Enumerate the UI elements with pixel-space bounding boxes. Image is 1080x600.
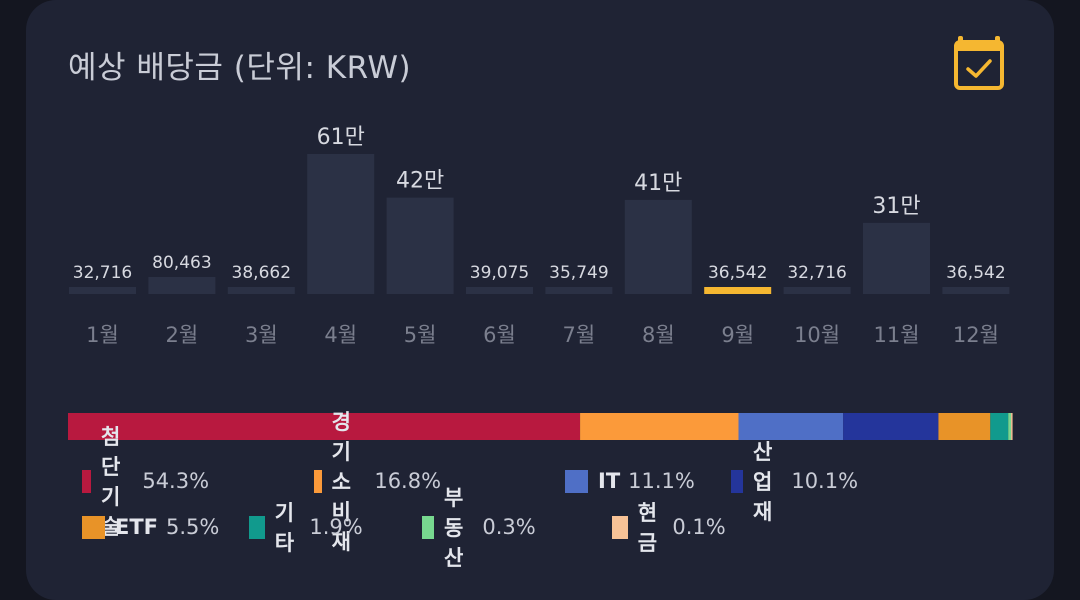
bar-value-label: 31만 bbox=[872, 194, 920, 219]
legend-swatch bbox=[565, 469, 588, 493]
allocation-segment-8[interactable] bbox=[1011, 413, 1013, 440]
bar-value-label: 41만 bbox=[634, 171, 682, 196]
dividend-card: 예상 배당금 (단위: KRW) bbox=[26, 0, 1054, 600]
allocation-stacked-bar bbox=[68, 413, 1013, 440]
legend-name: 경기 소비재 bbox=[331, 410, 351, 554]
legend-name: 기타 bbox=[274, 501, 295, 555]
legend-item: IT 11.1% bbox=[565, 466, 695, 496]
legend-name: IT bbox=[598, 469, 621, 493]
monthly-dividend-chart: 32,716 1월 80,463 2월 38,662 3월 61만 4월 42만 5월 39,075… bbox=[69, 125, 1010, 347]
month-label: 12월 bbox=[953, 323, 999, 347]
month-label: 10월 bbox=[794, 323, 840, 347]
bar-value-label: 61만 bbox=[317, 125, 365, 150]
legend-swatch bbox=[249, 515, 265, 539]
legend-percent: 1.9% bbox=[309, 515, 363, 539]
legend-swatch bbox=[82, 515, 105, 539]
legend-item: 기타 1.9% bbox=[249, 501, 363, 555]
legend-item: 산업재 10.1% bbox=[731, 440, 859, 524]
month-label: 6월 bbox=[483, 323, 516, 347]
allocation-segment-2[interactable] bbox=[580, 413, 739, 440]
legend-name: 부동산 bbox=[444, 486, 464, 570]
month-label: 11월 bbox=[873, 323, 919, 347]
legend-percent: 11.1% bbox=[628, 469, 695, 493]
calendar-check-icon[interactable] bbox=[954, 34, 1004, 90]
allocation-segment-5[interactable] bbox=[938, 413, 991, 440]
card-title: 예상 배당금 (단위: KRW) bbox=[68, 50, 412, 86]
bar-4[interactable] bbox=[307, 154, 375, 294]
month-label: 3월 bbox=[245, 323, 278, 347]
legend-name: 산업재 bbox=[753, 440, 773, 524]
legend-percent: 16.8% bbox=[374, 469, 442, 493]
bar-5[interactable] bbox=[386, 197, 454, 294]
bar-value-label: 32,716 bbox=[787, 263, 846, 283]
bar-11[interactable] bbox=[863, 222, 930, 294]
legend-percent: 0.3% bbox=[482, 515, 536, 539]
bar-3[interactable] bbox=[227, 287, 295, 294]
legend-item: 현금 0.1% bbox=[612, 501, 726, 555]
legend-percent: 54.3% bbox=[142, 469, 210, 493]
allocation-segment-1[interactable] bbox=[68, 413, 581, 440]
month-label: 7월 bbox=[563, 323, 596, 347]
legend-swatch bbox=[82, 469, 92, 493]
legend-swatch bbox=[314, 469, 322, 493]
month-label: 2월 bbox=[166, 323, 199, 347]
month-label: 1월 bbox=[86, 323, 119, 347]
legend-percent: 5.5% bbox=[166, 515, 220, 539]
bar-6[interactable] bbox=[466, 287, 533, 294]
allocation-segment-4[interactable] bbox=[843, 413, 939, 440]
bar-value-label: 35,749 bbox=[549, 263, 608, 283]
bar-value-label: 36,542 bbox=[946, 263, 1005, 283]
bar-8[interactable] bbox=[624, 199, 692, 294]
legend-item: 경기 소비재 16.8% bbox=[314, 410, 442, 554]
legend-item: ETF 5.5% bbox=[82, 512, 219, 542]
legend-percent: 10.1% bbox=[791, 469, 859, 493]
legend-item: 부동산 0.3% bbox=[422, 486, 536, 570]
legend-item: 첨단 기술 54.3% bbox=[82, 425, 210, 539]
legend-percent: 0.1% bbox=[672, 515, 726, 539]
bar-value-label: 39,075 bbox=[470, 263, 529, 283]
month-label: 5월 bbox=[404, 323, 437, 347]
bar-value-label: 42만 bbox=[396, 169, 444, 194]
bar-value-label: 32,716 bbox=[73, 263, 132, 283]
legend-swatch bbox=[612, 515, 628, 539]
legend-swatch bbox=[422, 515, 435, 539]
legend-name: 현금 bbox=[637, 501, 658, 555]
bar-value-label: 80,463 bbox=[152, 253, 211, 273]
allocation-segment-3[interactable] bbox=[738, 413, 844, 440]
bar-value-label: 38,662 bbox=[232, 263, 291, 283]
month-label: 4월 bbox=[324, 323, 357, 347]
bar-2[interactable] bbox=[148, 277, 216, 294]
bar-12[interactable] bbox=[942, 287, 1010, 294]
month-label: 9월 bbox=[721, 323, 754, 347]
allocation-segment-6[interactable] bbox=[990, 413, 1009, 440]
bar-7[interactable] bbox=[545, 287, 613, 294]
legend-name: ETF bbox=[115, 515, 159, 539]
legend-swatch bbox=[731, 469, 744, 493]
bar-1[interactable] bbox=[69, 287, 136, 294]
legend-name: 첨단 기술 bbox=[101, 425, 121, 539]
bar-9[interactable] bbox=[704, 287, 772, 294]
bar-10[interactable] bbox=[783, 287, 851, 294]
bar-value-label: 36,542 bbox=[708, 263, 767, 283]
allocation-segment-7[interactable] bbox=[1008, 413, 1012, 440]
month-label: 8월 bbox=[642, 323, 675, 347]
